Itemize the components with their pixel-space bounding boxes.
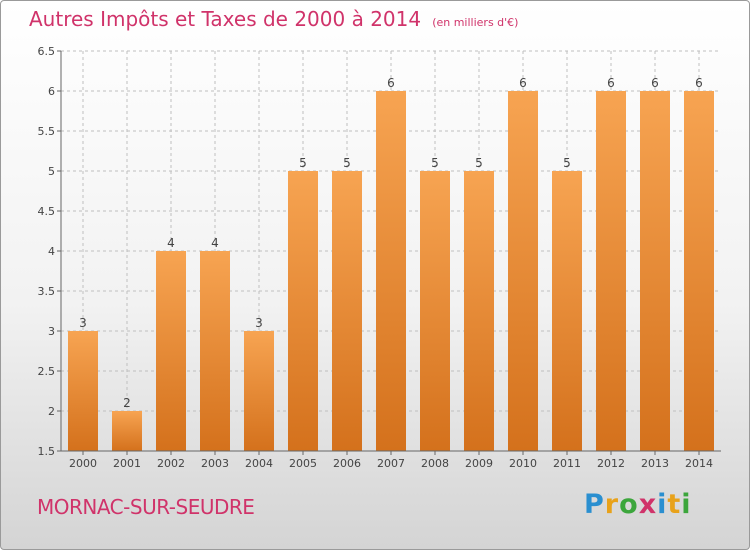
y-tick-label: 4 xyxy=(48,245,55,258)
logo-letter: o xyxy=(619,489,639,520)
value-label-2000: 3 xyxy=(79,316,87,330)
x-tick-label-2013: 2013 xyxy=(641,457,669,470)
value-label-2002: 4 xyxy=(167,236,175,250)
y-tick-label: 6.5 xyxy=(38,45,56,58)
value-labels: 3 2 4 4 3 5 5 6 5 5 6 5 6 6 6 xyxy=(79,76,703,410)
title-row: Autres Impôts et Taxes de 2000 à 2014 (e… xyxy=(29,7,518,31)
value-label-2012: 6 xyxy=(607,76,615,90)
x-tick-label-2012: 2012 xyxy=(597,457,625,470)
y-tick-label: 4.5 xyxy=(38,205,56,218)
x-tick-label-2014: 2014 xyxy=(685,457,713,470)
chart-subtitle: (en milliers d'€) xyxy=(432,16,519,29)
value-label-2005: 5 xyxy=(299,156,307,170)
bar-2014 xyxy=(684,91,714,451)
y-tick-label: 6 xyxy=(48,85,55,98)
value-label-2011: 5 xyxy=(563,156,571,170)
y-tick-label: 3.5 xyxy=(38,285,56,298)
value-label-2007: 6 xyxy=(387,76,395,90)
y-tick-label: 5.5 xyxy=(38,125,56,138)
logo-letter: P xyxy=(584,489,605,520)
x-tick-label-2008: 2008 xyxy=(421,457,449,470)
bar-2006 xyxy=(332,171,362,451)
logo-letter: r xyxy=(604,489,620,520)
bar-2013 xyxy=(640,91,670,451)
bar-2009 xyxy=(464,171,494,451)
value-label-2009: 5 xyxy=(475,156,483,170)
bar-2003 xyxy=(200,251,230,451)
y-tick-label: 1.5 xyxy=(38,445,56,458)
value-label-2006: 5 xyxy=(343,156,351,170)
commune-name: MORNAC-SUR-SEUDRE xyxy=(37,495,255,519)
value-label-2010: 6 xyxy=(519,76,527,90)
value-label-2013: 6 xyxy=(651,76,659,90)
proxiti-logo: Proxiti xyxy=(584,489,692,520)
axes: 1.5 2 2.5 3 3.5 4 4.5 5 5.5 6 6.5 2000 2001 2002 2003 2… xyxy=(38,45,721,470)
y-tick-label: 2.5 xyxy=(38,365,56,378)
logo-letter: i xyxy=(657,489,668,520)
value-label-2001: 2 xyxy=(123,396,131,410)
x-tick-label-2009: 2009 xyxy=(465,457,493,470)
y-tick-label: 3 xyxy=(48,325,55,338)
bars xyxy=(68,91,714,451)
x-tick-label-2002: 2002 xyxy=(157,457,185,470)
x-tick-label-2007: 2007 xyxy=(377,457,405,470)
logo-letter: t xyxy=(667,489,682,520)
bar-2012 xyxy=(596,91,626,451)
chart-title: Autres Impôts et Taxes de 2000 à 2014 xyxy=(29,7,422,31)
value-label-2003: 4 xyxy=(211,236,219,250)
x-tick-label-2006: 2006 xyxy=(333,457,361,470)
logo-letter: i xyxy=(681,489,692,520)
x-tick-label-2000: 2000 xyxy=(69,457,97,470)
bar-2007 xyxy=(376,91,406,451)
y-tick-label: 5 xyxy=(48,165,55,178)
x-tick-label-2005: 2005 xyxy=(289,457,317,470)
x-tick-label-2010: 2010 xyxy=(509,457,537,470)
value-label-2004: 3 xyxy=(255,316,263,330)
bar-2004 xyxy=(244,331,274,451)
x-tick-label-2001: 2001 xyxy=(113,457,141,470)
bar-2008 xyxy=(420,171,450,451)
bar-2005 xyxy=(288,171,318,451)
x-tick-label-2004: 2004 xyxy=(245,457,273,470)
bar-2002 xyxy=(156,251,186,451)
value-label-2008: 5 xyxy=(431,156,439,170)
value-label-2014: 6 xyxy=(695,76,703,90)
x-tick-label-2003: 2003 xyxy=(201,457,229,470)
bar-2011 xyxy=(552,171,582,451)
bar-2010 xyxy=(508,91,538,451)
y-tick-label: 2 xyxy=(48,405,55,418)
bar-2000 xyxy=(68,331,98,451)
bar-2001 xyxy=(112,411,142,451)
x-tick-label-2011: 2011 xyxy=(553,457,581,470)
logo-letter: x xyxy=(638,489,658,520)
